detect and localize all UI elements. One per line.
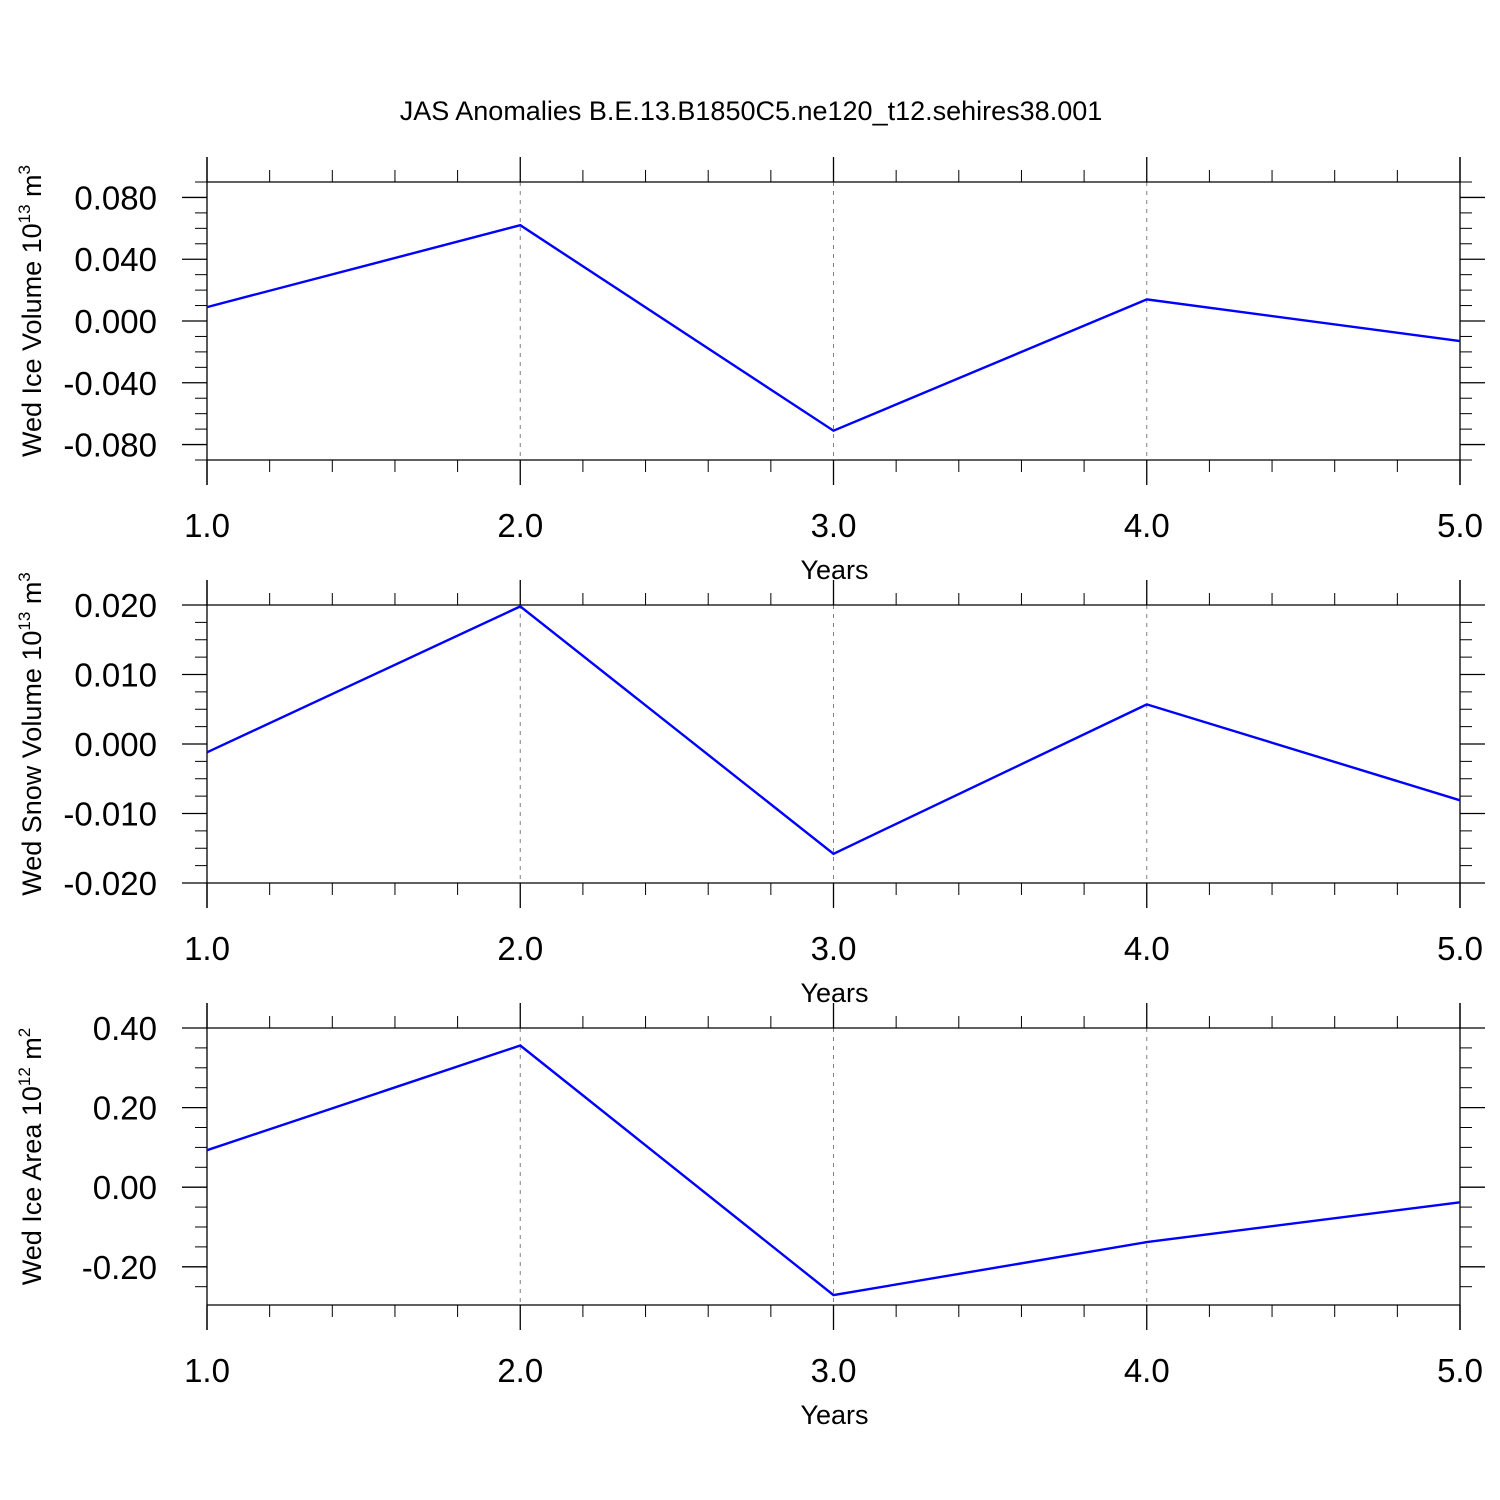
x-tick-label: 2.0 (497, 507, 543, 544)
y-tick-label: 0.020 (74, 587, 157, 624)
y-tick-label: 0.080 (74, 179, 157, 216)
y-axis-label-superscript: 3 (15, 572, 34, 581)
y-tick-label: -0.010 (63, 796, 157, 833)
y-tick-label: 0.20 (93, 1090, 157, 1127)
x-tick-label: 3.0 (811, 1352, 857, 1389)
y-axis-label: Wed Ice Volume 1013 m3 (15, 165, 47, 457)
y-axis-label-part: Wed Ice Area 10 (17, 1086, 47, 1285)
x-tick-label: 5.0 (1437, 1352, 1483, 1389)
x-tick-label: 3.0 (811, 507, 857, 544)
y-tick-label: 0.000 (74, 303, 157, 340)
series-line (206, 605, 1461, 856)
y-axis-label-part: Wed Ice Volume 10 (17, 223, 47, 457)
y-axis-label-part: Wed Snow Volume 10 (17, 631, 47, 896)
panel-1: 1.0 2.0 3.0 4.0 5.0 -0.080 -0.040 0.000 0.040 0.0… (15, 157, 1485, 585)
y-axis-label: Wed Snow Volume 1013 m3 (15, 572, 47, 896)
panel-3: 1.0 2.0 3.0 4.0 5.0 -0.20 0.00 0.20 0.40 Years Wed… (15, 1003, 1485, 1430)
y-axis-label-superscript: 13 (15, 612, 34, 631)
x-tick-label: 1.0 (184, 1352, 230, 1389)
x-tick-label: 1.0 (184, 930, 230, 967)
y-axis-label-superscript: 12 (15, 1067, 34, 1086)
y-tick-label: 0.040 (74, 241, 157, 278)
y-tick-label: 0.40 (93, 1010, 157, 1047)
panel-2: 1.0 2.0 3.0 4.0 5.0 -0.020 -0.010 0.000 0.010 0.0… (15, 572, 1485, 1008)
x-axis-label: Years (800, 1400, 868, 1430)
y-axis-label-superscript: 13 (15, 204, 34, 223)
x-tick-label: 3.0 (811, 930, 857, 967)
x-axis-label: Years (800, 978, 868, 1008)
y-tick-label: 0.00 (93, 1169, 157, 1206)
y-axis-label-superscript: 2 (15, 1028, 34, 1037)
series-line (206, 1044, 1461, 1297)
y-tick-label: -0.020 (63, 865, 157, 902)
x-tick-label: 5.0 (1437, 930, 1483, 967)
x-tick-label: 2.0 (497, 930, 543, 967)
y-axis-label-part: m (17, 582, 47, 612)
y-tick-label: 0.000 (74, 726, 157, 763)
x-tick-label: 4.0 (1124, 1352, 1170, 1389)
x-tick-label: 1.0 (184, 507, 230, 544)
y-tick-label: -0.080 (63, 427, 157, 464)
y-axis-label: Wed Ice Area 1012 m2 (15, 1028, 47, 1286)
x-tick-label: 4.0 (1124, 507, 1170, 544)
panels: 1.0 2.0 3.0 4.0 5.0 -0.080 -0.040 0.000 0.040 0.0… (15, 157, 1485, 1430)
x-tick-label: 5.0 (1437, 507, 1483, 544)
y-axis-label-superscript: 3 (15, 165, 34, 174)
y-tick-label: 0.010 (74, 657, 157, 694)
series-line (206, 223, 1461, 433)
y-axis-label-part: m (17, 1037, 47, 1067)
y-tick-label: -0.040 (63, 365, 157, 402)
x-axis-label: Years (800, 555, 868, 585)
figure-title: JAS Anomalies B.E.13.B1850C5.ne120_t12.s… (400, 96, 1103, 126)
y-tick-label: -0.20 (82, 1249, 157, 1286)
x-tick-label: 4.0 (1124, 930, 1170, 967)
x-tick-label: 2.0 (497, 1352, 543, 1389)
y-axis-label-part: m (17, 174, 47, 204)
